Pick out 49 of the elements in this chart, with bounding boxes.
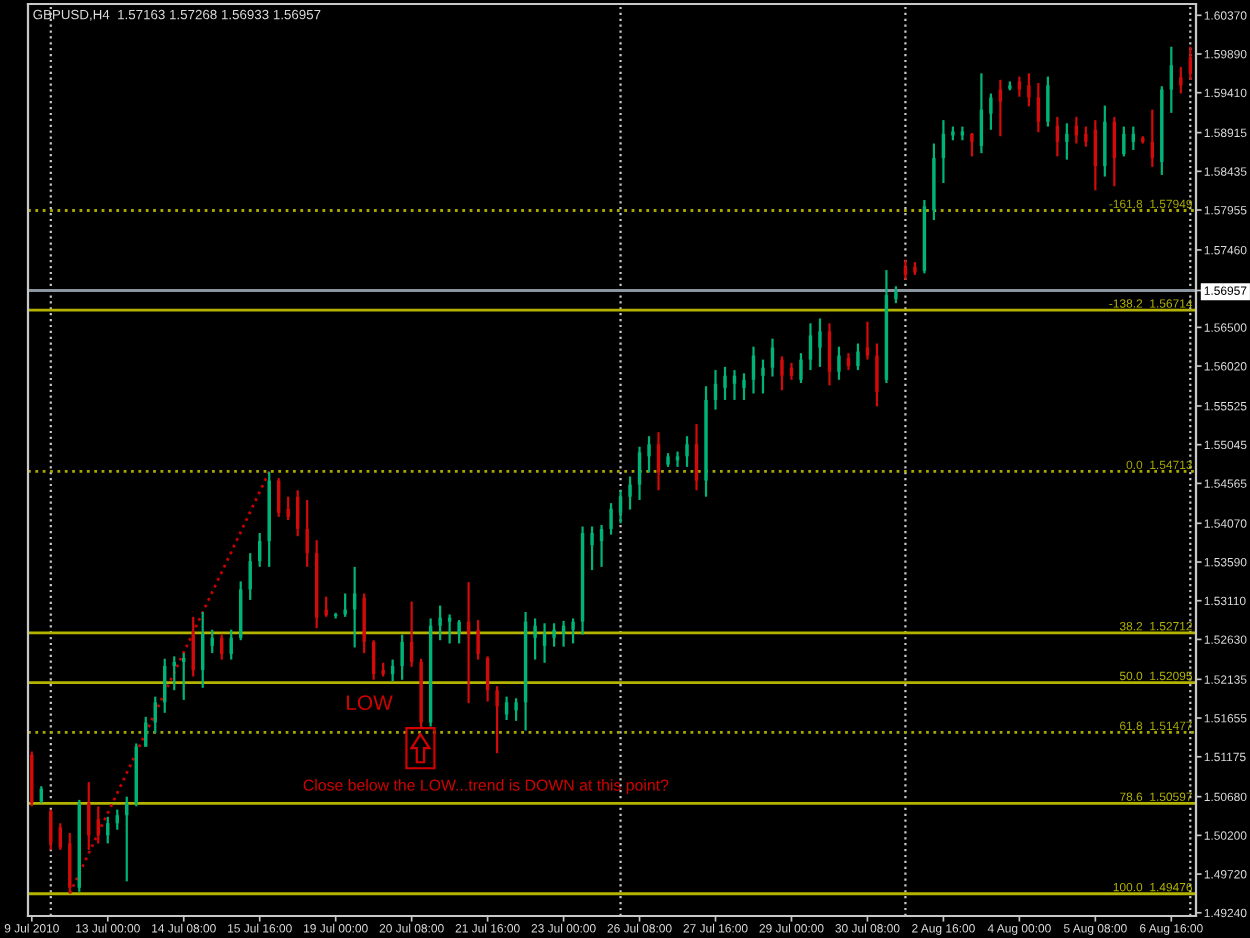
candlestick bbox=[647, 435, 651, 474]
candlestick bbox=[571, 617, 575, 645]
candlestick bbox=[1027, 72, 1031, 108]
candlestick bbox=[552, 622, 556, 648]
candlestick bbox=[324, 595, 328, 618]
candlestick bbox=[761, 358, 765, 395]
candlestick bbox=[637, 445, 642, 502]
candlestick bbox=[400, 633, 404, 681]
candlestick bbox=[352, 565, 357, 649]
candlestick bbox=[362, 592, 366, 655]
candlestick bbox=[742, 372, 746, 402]
candlestick bbox=[799, 352, 803, 385]
candlestick bbox=[248, 552, 252, 602]
candlestick bbox=[514, 697, 518, 722]
candlestick bbox=[457, 618, 461, 645]
candlestick bbox=[343, 592, 347, 618]
candlestick bbox=[590, 525, 594, 572]
candlestick bbox=[1103, 104, 1107, 178]
candlestick bbox=[894, 285, 898, 305]
candlestick bbox=[438, 604, 442, 642]
candlestick bbox=[818, 317, 822, 368]
candlestick bbox=[970, 131, 974, 158]
candlestick bbox=[144, 715, 148, 748]
candlestick bbox=[609, 502, 613, 536]
candlestick bbox=[723, 365, 727, 402]
candlestick bbox=[476, 618, 480, 661]
annotation: LOW bbox=[347, 695, 393, 711]
candlestick bbox=[685, 435, 689, 468]
candlestick bbox=[1065, 122, 1069, 161]
candlestick bbox=[305, 498, 309, 568]
candlestick bbox=[1122, 125, 1126, 158]
candlestick bbox=[533, 617, 537, 661]
candlestick bbox=[780, 355, 784, 392]
candlestick bbox=[808, 322, 813, 372]
candlestick bbox=[628, 475, 632, 511]
candlestick bbox=[875, 342, 879, 408]
candlestick bbox=[998, 78, 1003, 138]
candlestick bbox=[495, 685, 499, 755]
candlestick bbox=[1084, 125, 1088, 148]
candlestick bbox=[704, 385, 708, 498]
candlestick bbox=[1179, 65, 1183, 95]
candlestick bbox=[286, 495, 290, 522]
candlestick bbox=[666, 452, 670, 468]
candlestick bbox=[913, 260, 917, 277]
candlestick bbox=[856, 342, 860, 372]
candlestick bbox=[694, 423, 699, 492]
candlestick bbox=[837, 345, 841, 381]
candlestick bbox=[989, 92, 993, 131]
candlestick bbox=[1046, 75, 1050, 128]
